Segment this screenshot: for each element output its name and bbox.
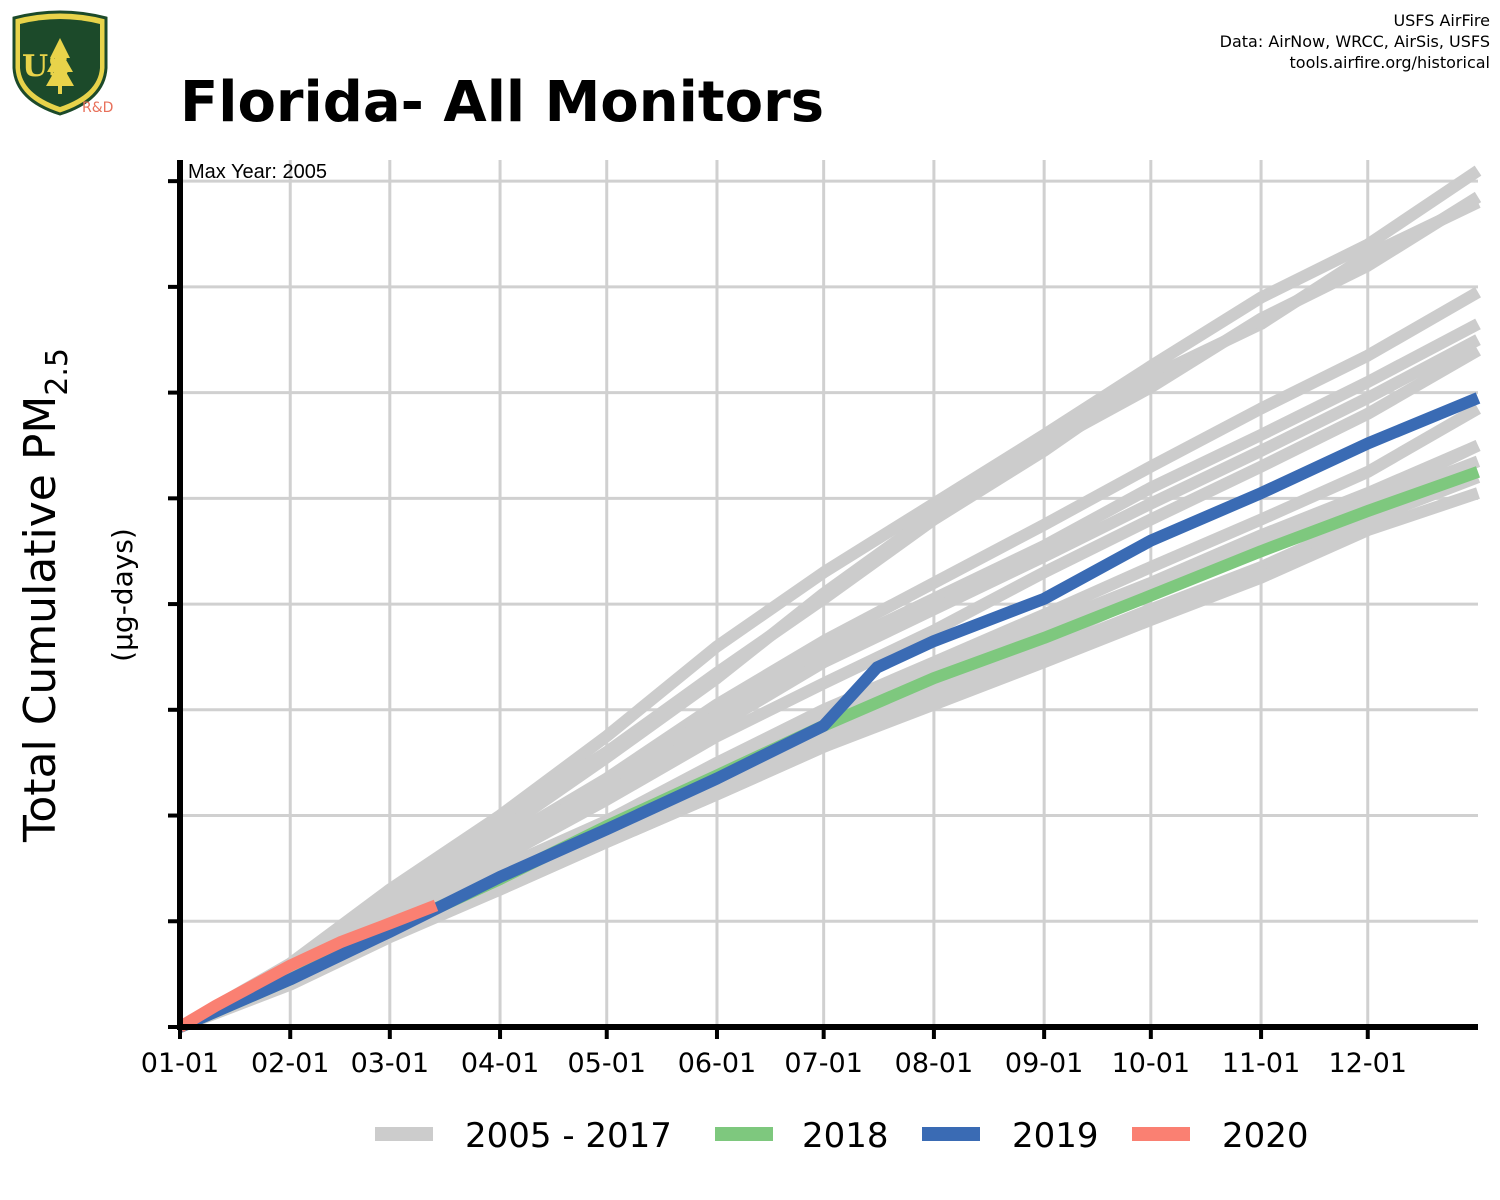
credit-line-3: tools.airfire.org/historical [1289, 53, 1490, 72]
series-line-2005-2017-1 [177, 196, 1481, 1033]
x-tick-label: 09-01 [1005, 1048, 1083, 1079]
legend-label: 2020 [1222, 1116, 1309, 1156]
usfs-shield-logo: US R&D [8, 8, 114, 120]
x-tick-label: 11-01 [1222, 1048, 1300, 1079]
credit-line-2: Data: AirNow, WRCC, AirSis, USFS [1219, 32, 1490, 51]
max-year-annotation: Max Year: 2005 [188, 161, 327, 183]
credit-line-1: USFS AirFire [1393, 11, 1490, 30]
x-tick-label: 01-01 [141, 1048, 219, 1079]
series-layer [176, 165, 1482, 1033]
y-axis-label: Total Cumulative PM2.5 [15, 348, 75, 843]
credit-block: USFS AirFire Data: AirNow, WRCC, AirSis,… [1220, 10, 1490, 73]
legend-label: 2005 - 2017 [465, 1116, 672, 1156]
x-tick-label: 04-01 [461, 1048, 539, 1079]
legend-label: 2019 [1012, 1116, 1099, 1156]
logo-rd-label: R&D [82, 100, 114, 116]
legend: 2005 - 2017 2018 2019 2020 [375, 1116, 1309, 1156]
x-tick-label: 05-01 [568, 1048, 646, 1079]
x-tick-label: 03-01 [351, 1048, 429, 1079]
y-axis-label-subscript: 2.5 [40, 348, 75, 396]
x-tick-label: 02-01 [251, 1048, 329, 1079]
x-tick-label: 08-01 [895, 1048, 973, 1079]
y-axis-label-main: Total Cumulative PM [15, 396, 66, 843]
series-line-2020-15 [176, 899, 439, 1033]
series-line-2005-2017-0 [177, 165, 1482, 1033]
x-tick-label: 06-01 [678, 1048, 756, 1079]
x-tick-label: 10-01 [1112, 1048, 1190, 1079]
chart-title: Florida- All Monitors [180, 70, 825, 135]
axes [168, 160, 1478, 1039]
y-axis-units: (µg-days) [106, 528, 139, 662]
x-tick-label: 07-01 [784, 1048, 862, 1079]
legend-label: 2018 [802, 1116, 889, 1156]
x-tick-label: 12-01 [1329, 1048, 1407, 1079]
usfs-shield-icon: US [12, 10, 108, 116]
x-tick-labels: 01-01 02-01 03-01 04-01 05-01 06-01 07-01 08-01… [141, 1048, 1407, 1079]
